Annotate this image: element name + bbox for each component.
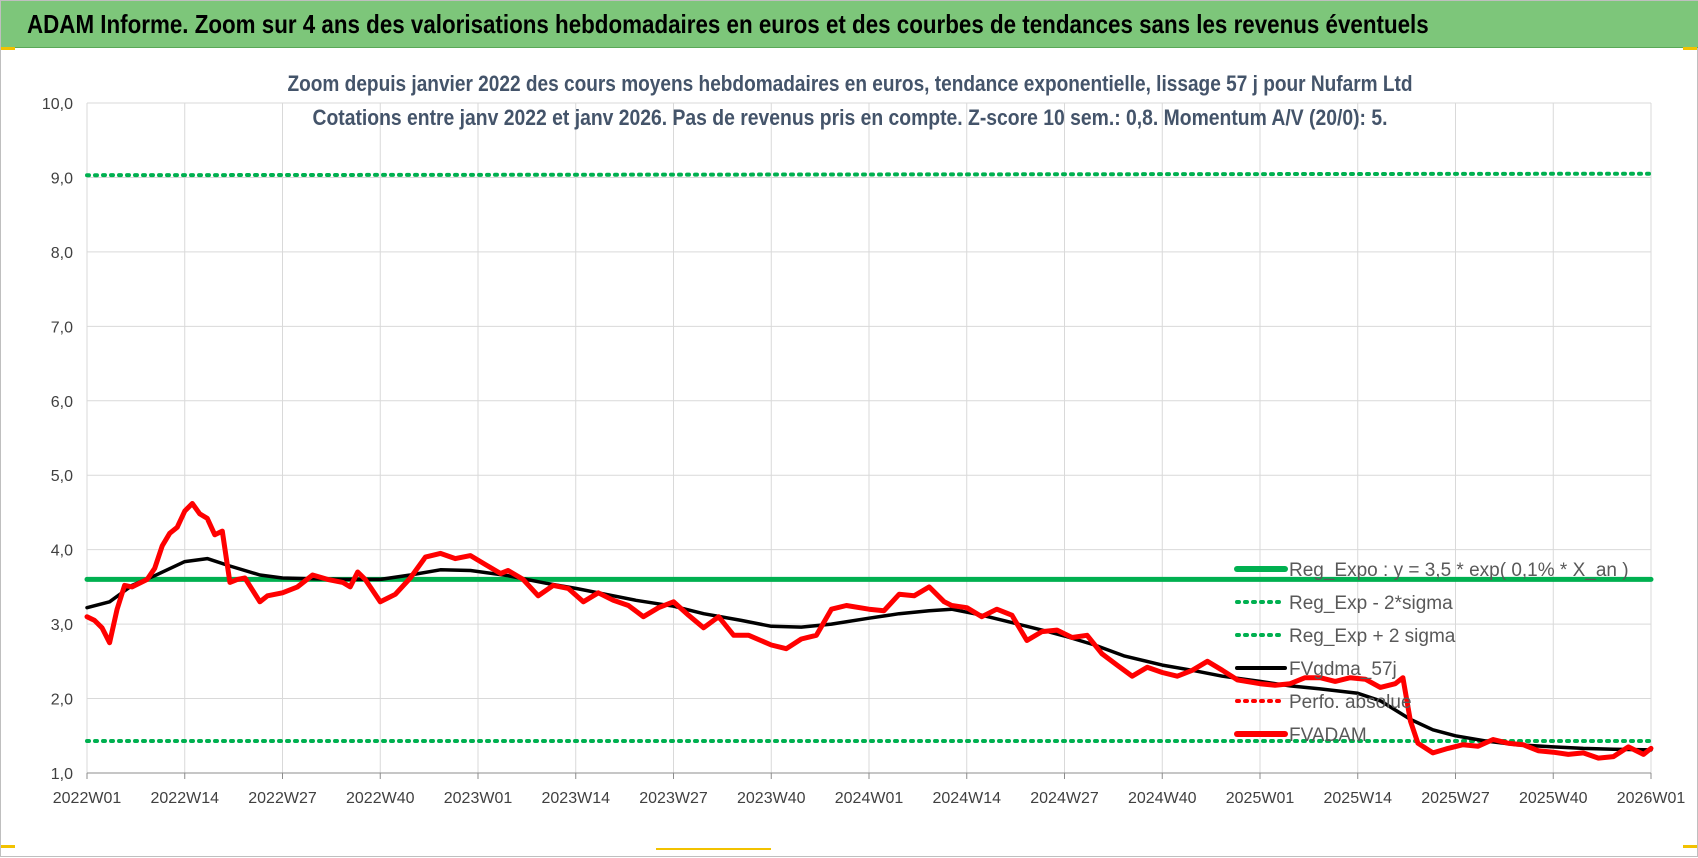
corner-mark-bottom-left	[1, 845, 15, 848]
legend-label: FVADAM	[1289, 725, 1367, 746]
x-axis: 2022W01 2022W14 2022W27 2022W40 2023W01 2023W…	[53, 772, 1686, 807]
corner-mark-top-right	[1683, 47, 1697, 50]
x-tick-label: 2023W14	[542, 790, 611, 807]
y-tick-label: 8,0	[51, 245, 73, 262]
chart-title: Zoom depuis janvier 2022 des cours moyen…	[288, 71, 1413, 96]
y-tick-label: 4,0	[51, 543, 73, 560]
x-tick-label: 2023W01	[444, 790, 513, 807]
x-tick-label: 2025W27	[1421, 790, 1490, 807]
report-banner: ADAM Informe. Zoom sur 4 ans des valoris…	[1, 1, 1698, 48]
x-tick-label: 2022W27	[248, 790, 317, 807]
chart-legend: Reg_Expo : y = 3,5 * exp( 0,1% * X_an ) R…	[1234, 560, 1629, 746]
x-tick-label: 2026W01	[1617, 790, 1686, 807]
legend-label: Perfo. absolue	[1289, 692, 1412, 713]
corner-mark-top-left	[1, 47, 15, 50]
y-tick-label: 9,0	[51, 170, 73, 187]
chart-grid	[86, 102, 1652, 774]
x-tick-label: 2024W01	[835, 790, 904, 807]
y-tick-label: 7,0	[51, 319, 73, 336]
series-layer	[84, 171, 1654, 761]
y-tick-label: 2,0	[51, 692, 73, 709]
x-tick-label: 2022W01	[53, 790, 122, 807]
x-tick-label: 2024W14	[933, 790, 1002, 807]
legend-label: Reg_Exp + 2 sigma	[1289, 626, 1456, 647]
x-tick-label: 2025W14	[1324, 790, 1393, 807]
x-tick-label: 2022W14	[151, 790, 220, 807]
y-tick-label: 6,0	[51, 394, 73, 411]
legend-label: FVgdma_57j	[1289, 659, 1397, 680]
series-upper-band	[85, 171, 1653, 178]
y-tick-label: 10,0	[42, 96, 73, 113]
chart-subtitle: Cotations entre janv 2022 et janv 2026. …	[313, 105, 1388, 130]
series-fvadam	[84, 501, 1654, 761]
legend-label: Reg_Expo : y = 3,5 * exp( 0,1% * X_an )	[1289, 560, 1629, 581]
x-tick-label: 2025W40	[1519, 790, 1588, 807]
x-tick-label: 2024W40	[1128, 790, 1197, 807]
legend-label: Reg_Exp - 2*sigma	[1289, 593, 1453, 614]
series-fvgdma-57j	[85, 556, 1653, 752]
y-tick-label: 1,0	[51, 766, 73, 783]
x-tick-label: 2024W27	[1030, 790, 1099, 807]
y-tick-label: 3,0	[51, 617, 73, 634]
x-tick-label: 2025W01	[1226, 790, 1295, 807]
report-title: ADAM Informe. Zoom sur 4 ans des valoris…	[27, 9, 1429, 39]
corner-mark-bottom-right	[1683, 845, 1697, 848]
selection-mark	[656, 848, 771, 850]
x-tick-label: 2023W40	[737, 790, 806, 807]
y-axis: 1,0 2,0 3,0 4,0 5,0 6,0 7,0 8,0 9,0 10,0	[42, 96, 73, 783]
y-tick-label: 5,0	[51, 468, 73, 485]
x-tick-label: 2022W40	[346, 790, 415, 807]
x-tick-label: 2023W27	[639, 790, 708, 807]
